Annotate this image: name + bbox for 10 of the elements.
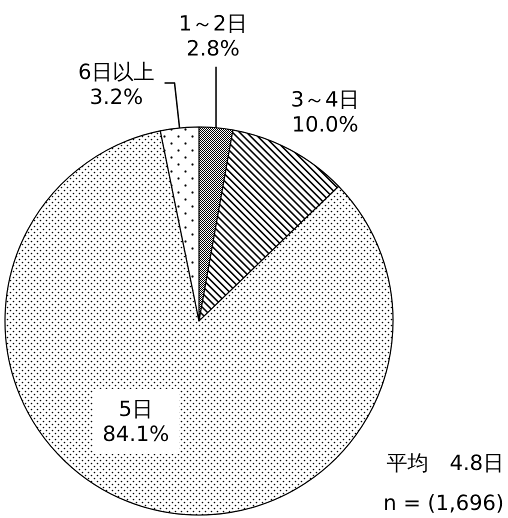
data-label: 1～2日 (178, 12, 248, 36)
data-label: 6日以上 (78, 60, 155, 84)
data-label: 10.0% (292, 112, 358, 137)
data-label: 3～4日 (290, 88, 360, 112)
data-label: 3.2% (90, 84, 144, 109)
data-label: 5日 (118, 397, 154, 422)
annotation: 平均 4.8日 (386, 451, 504, 475)
annotation: n = (1,696) (383, 491, 504, 515)
data-label: 2.8% (186, 36, 240, 61)
data-label: 84.1% (102, 422, 170, 446)
